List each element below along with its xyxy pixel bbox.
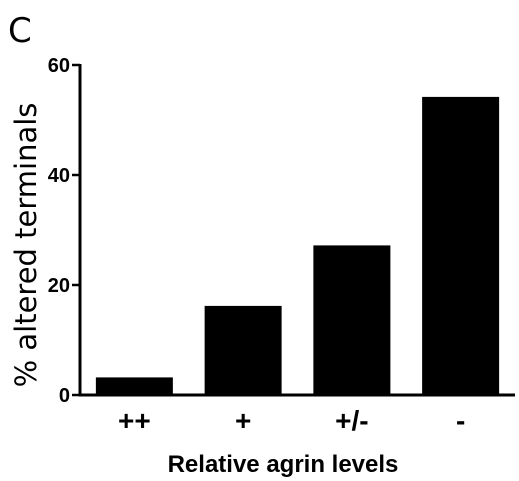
y-tick-label-40: 40: [48, 165, 70, 187]
bar-3: [422, 96, 500, 396]
bar-1: [204, 305, 282, 395]
y-tick-label-20: 20: [48, 275, 70, 297]
y-ticks: 0 20 40 60: [48, 55, 80, 407]
axes: [78, 64, 515, 397]
bar-0: [95, 377, 173, 395]
x-axis-title: Relative agrin levels: [168, 451, 399, 478]
y-tick-label-0: 0: [59, 385, 70, 407]
y-tick-label-60: 60: [48, 55, 70, 77]
category-labels: ++ + +/- -: [118, 405, 465, 436]
bar-2: [313, 245, 391, 395]
category-label-0: ++: [118, 405, 151, 436]
category-label-2: +/-: [335, 405, 368, 436]
y-axis-title: % altered terminals: [9, 103, 43, 388]
panel-label: C: [8, 11, 32, 51]
category-label-3: -: [456, 405, 465, 436]
bars: [95, 96, 500, 396]
category-label-1: +: [235, 405, 251, 436]
